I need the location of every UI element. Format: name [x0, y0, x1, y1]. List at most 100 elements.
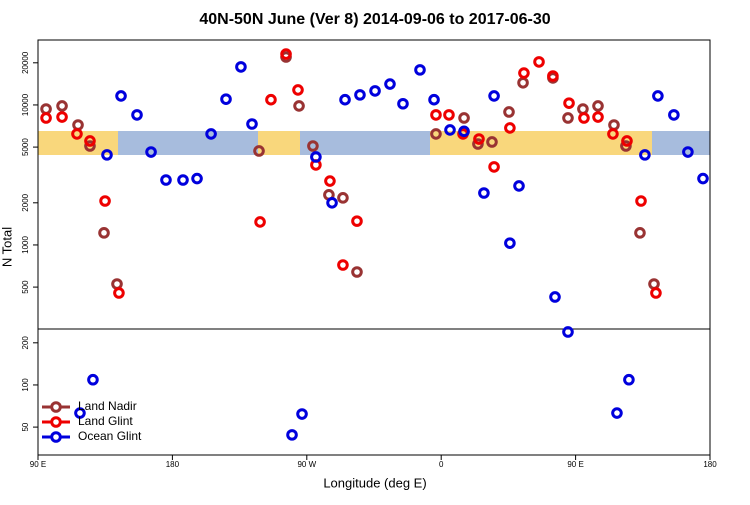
point: [414, 64, 426, 76]
map-strip: [38, 131, 710, 155]
point: [443, 109, 455, 121]
point: [354, 89, 366, 101]
point: [668, 109, 680, 121]
point: [310, 151, 322, 163]
point: [286, 429, 298, 441]
y-tick-label: 500: [21, 280, 30, 294]
point: [191, 172, 203, 185]
legend-label: Land Glint: [78, 414, 133, 428]
point: [621, 135, 633, 147]
point: [648, 278, 660, 290]
point: [478, 187, 490, 199]
point: [296, 408, 308, 420]
point: [682, 146, 694, 158]
point: [430, 128, 442, 140]
legend-label: Ocean Glint: [78, 429, 142, 443]
point: [397, 97, 409, 110]
point: [533, 56, 545, 68]
y-tick-label: 200: [21, 336, 30, 350]
point: [337, 259, 349, 271]
point: [518, 67, 530, 79]
point: [40, 103, 52, 115]
y-tick-label: 10000: [21, 93, 30, 116]
point: [458, 125, 470, 138]
ocean-band: [300, 131, 430, 155]
point: [253, 145, 265, 157]
x-tick-label: 180: [703, 460, 717, 469]
point: [563, 97, 575, 109]
chart-title: 40N-50N June (Ver 8) 2014-09-06 to 2017-…: [199, 11, 550, 28]
x-axis-label: Longitude (deg E): [323, 475, 426, 490]
point: [246, 118, 258, 130]
x-tick-label: 0: [439, 460, 444, 469]
point: [607, 128, 619, 140]
point: [635, 195, 647, 207]
x-tick-label: 180: [166, 460, 180, 469]
point: [205, 128, 217, 140]
legend-marker: [50, 431, 62, 443]
x-tick-label: 90 E: [567, 460, 583, 469]
point: [430, 109, 442, 121]
point: [634, 227, 646, 239]
point: [99, 195, 111, 207]
x-tick-label: 90 W: [297, 460, 316, 469]
point: [292, 84, 304, 96]
y-tick-label: 50: [21, 422, 30, 431]
point: [280, 48, 292, 60]
point: [87, 373, 99, 386]
point: [84, 140, 96, 152]
point: [697, 172, 709, 185]
point: [71, 128, 83, 140]
point: [562, 112, 574, 124]
point: [458, 112, 470, 124]
point: [592, 111, 604, 123]
point: [337, 192, 349, 204]
point: [513, 180, 525, 192]
point: [620, 140, 632, 152]
point: [608, 119, 620, 131]
point: [56, 100, 68, 112]
point: [339, 93, 351, 106]
point: [84, 135, 96, 147]
point: [652, 90, 664, 102]
legend-label: Land Nadir: [78, 399, 137, 413]
point: [235, 61, 247, 73]
ocean-band: [118, 131, 258, 155]
point: [623, 373, 635, 386]
point: [113, 287, 125, 299]
point: [650, 287, 662, 299]
plot-frame: [37, 39, 711, 456]
point: [369, 85, 381, 97]
point: [428, 93, 440, 106]
point: [72, 119, 84, 131]
point: [504, 237, 516, 249]
point: [517, 76, 529, 89]
y-tick-label: 2000: [21, 193, 30, 211]
point: [384, 78, 396, 90]
point: [592, 100, 604, 112]
point: [611, 407, 623, 419]
point: [351, 215, 363, 227]
point: [639, 149, 651, 161]
point: [324, 175, 336, 187]
y-tick-label: 20000: [21, 51, 30, 74]
point: [562, 326, 574, 338]
point: [547, 70, 559, 82]
point: [98, 227, 110, 239]
point: [444, 124, 456, 136]
point: [307, 140, 319, 152]
point: [160, 174, 172, 186]
point: [74, 407, 86, 419]
point: [472, 138, 484, 150]
point: [326, 197, 338, 209]
point: [577, 103, 589, 115]
y-axis-label: N Total: [0, 227, 14, 267]
point: [503, 106, 515, 118]
point: [504, 122, 516, 134]
point: [549, 291, 561, 303]
point: [351, 266, 363, 278]
point: [111, 278, 123, 290]
point: [486, 136, 498, 148]
point: [145, 146, 157, 158]
